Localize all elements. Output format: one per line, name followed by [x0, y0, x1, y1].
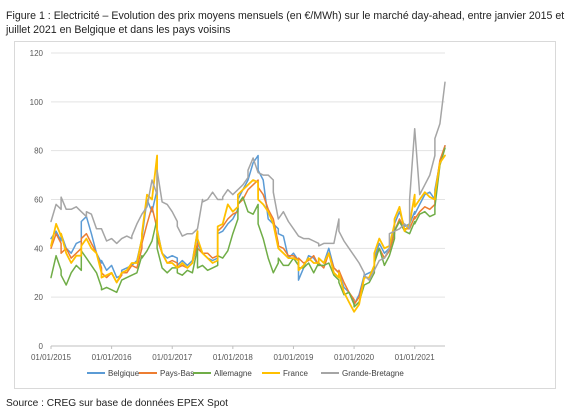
x-tick-label: 01/01/2015	[31, 353, 72, 362]
legend-label: Belgique	[108, 369, 140, 378]
legend-label: France	[283, 369, 308, 378]
legend-label: Pays-Bas	[160, 369, 194, 378]
y-tick-label: 100	[30, 98, 44, 107]
x-tick-label: 01/01/2018	[213, 353, 254, 362]
y-tick-label: 20	[34, 293, 43, 302]
chart-frame: 0 20 40 60 80 100 120 01/01/2015 01/01/2016 01/01…	[14, 41, 556, 389]
series-line	[50, 145, 446, 306]
y-tick-label: 40	[34, 244, 43, 253]
x-tick-label: 01/01/2019	[273, 353, 314, 362]
y-tick-label: 80	[34, 147, 43, 156]
x-tick-label: 01/01/2016	[92, 353, 133, 362]
x-tick-label: 01/01/2021	[395, 353, 436, 362]
legend-label: Allemagne	[214, 369, 252, 378]
series-line	[50, 81, 446, 281]
x-tick-label: 01/01/2017	[152, 353, 193, 362]
y-tick-label: 60	[34, 196, 43, 205]
y-tick-label: 0	[39, 342, 44, 351]
series-line	[50, 147, 446, 308]
series-line	[50, 154, 446, 313]
line-chart: 0 20 40 60 80 100 120 01/01/2015 01/01/2016 01/01…	[30, 49, 446, 378]
source-note: Source : CREG sur base de données EPEX S…	[6, 398, 228, 409]
y-tick-label: 120	[30, 49, 44, 58]
figure-caption: Figure 1 : Electricité – Evolution des p…	[6, 10, 565, 36]
legend-label: Grande-Bretagne	[342, 369, 404, 378]
x-tick-label: 01/01/2020	[334, 353, 375, 362]
